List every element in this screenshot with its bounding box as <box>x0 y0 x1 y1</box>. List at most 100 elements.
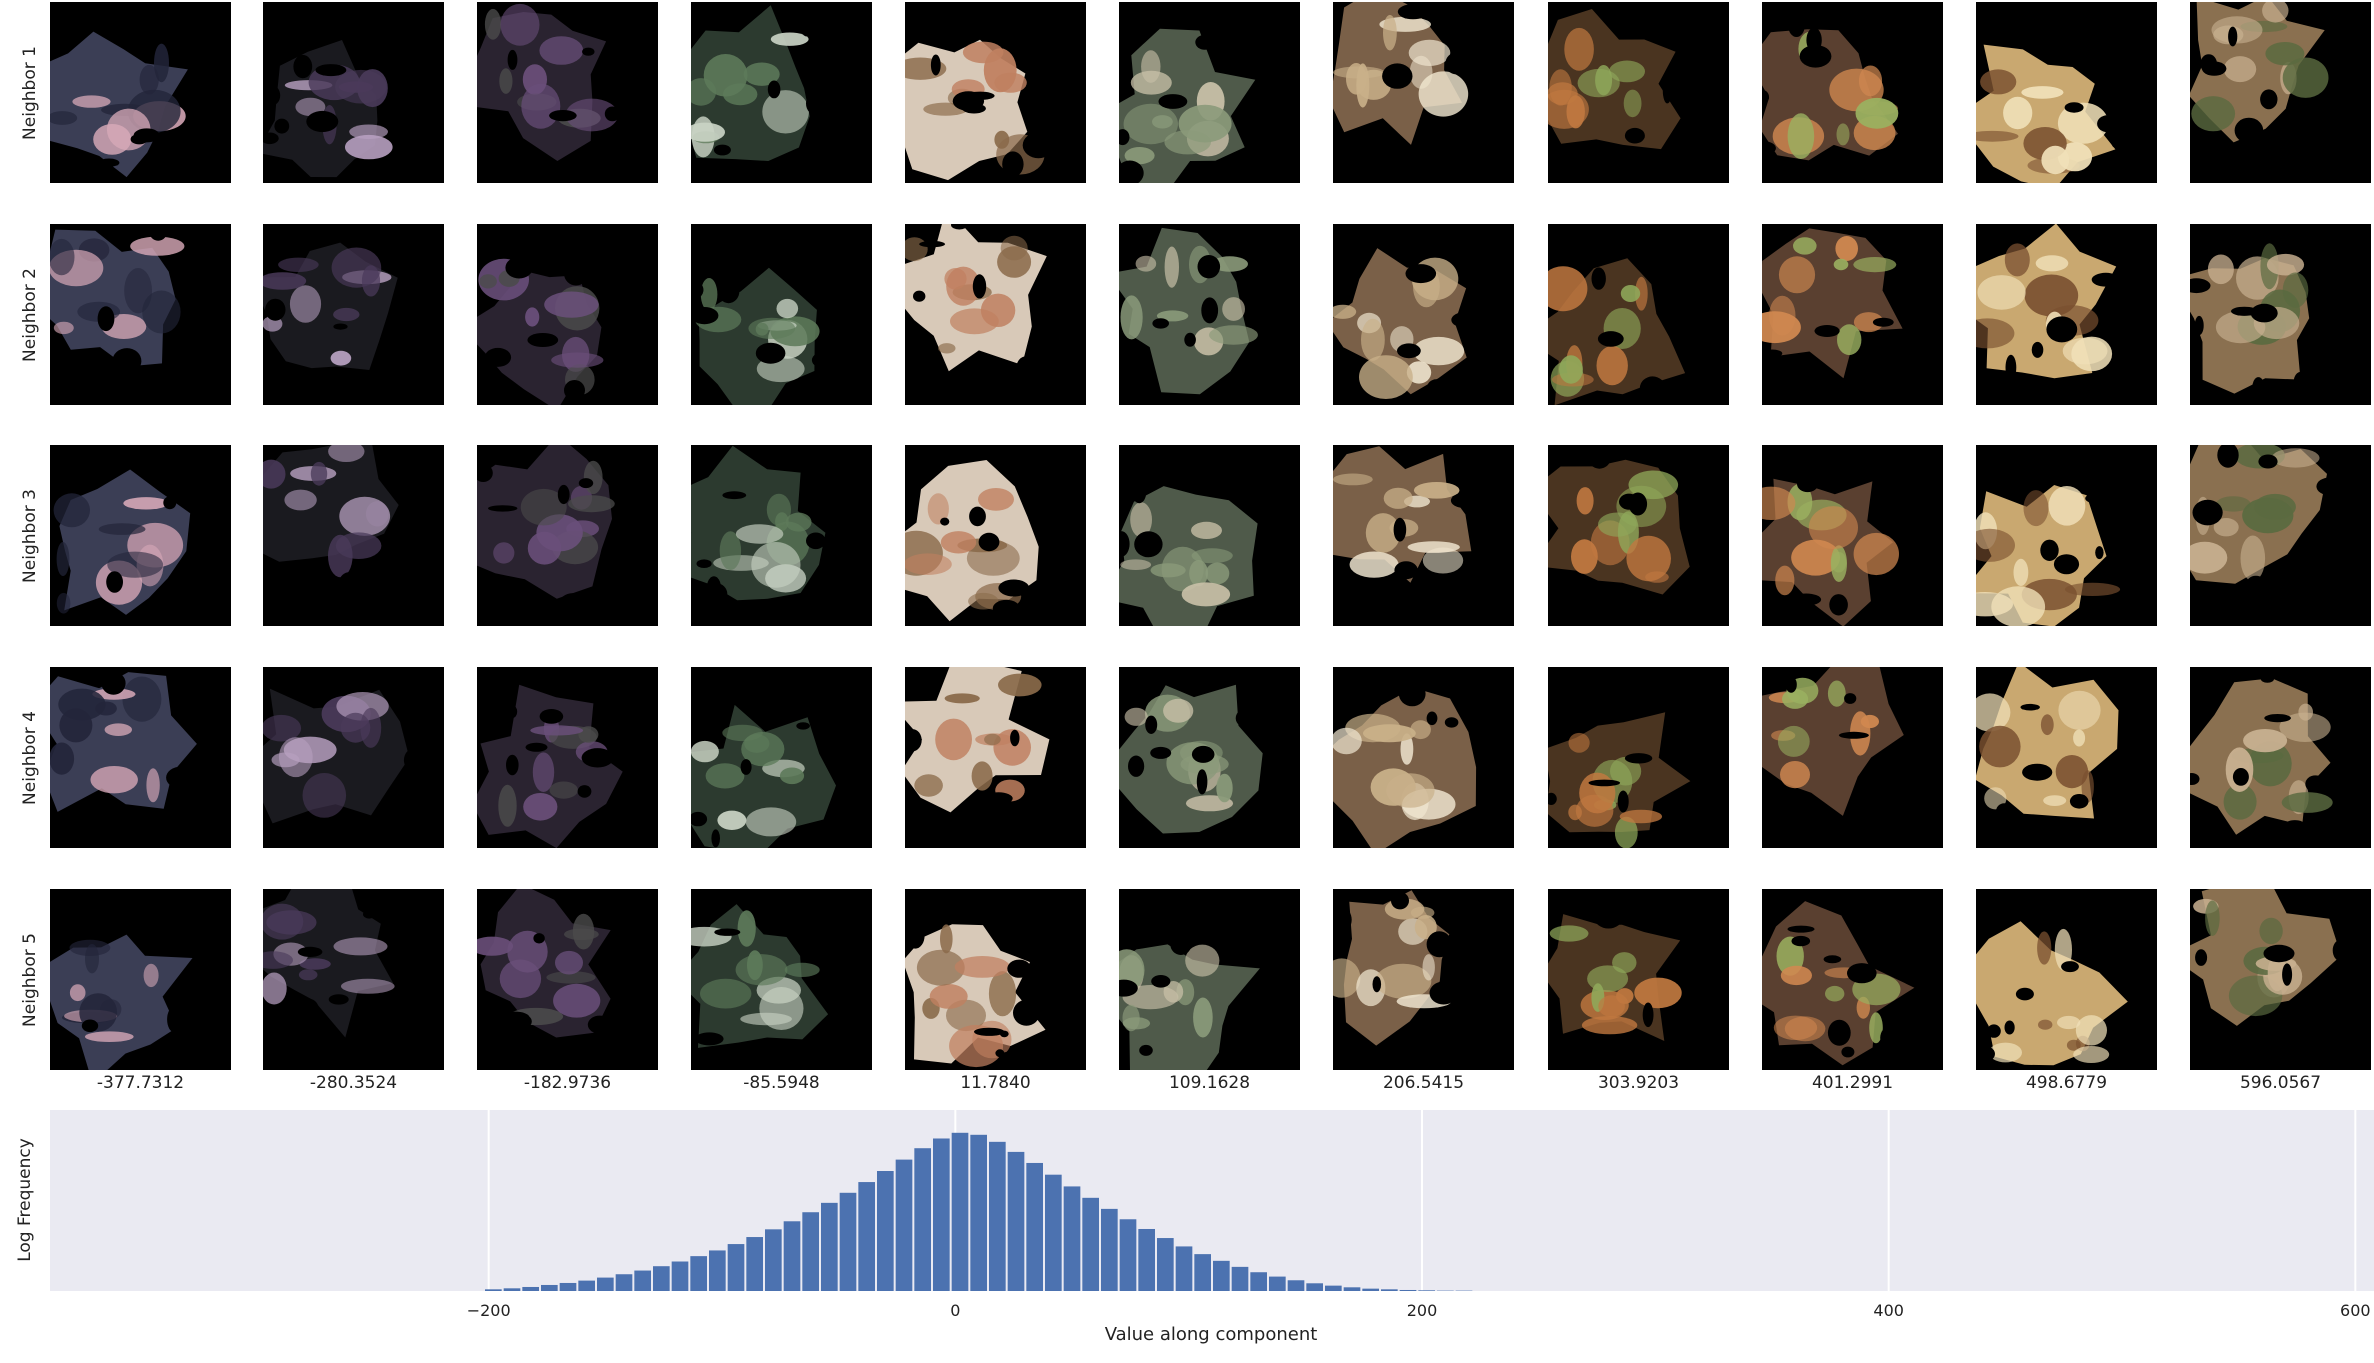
thumbnail-texture <box>1825 985 1845 1002</box>
thumbnail-texture <box>1549 925 1589 942</box>
thumbnail-texture <box>484 8 502 40</box>
thumbnail-image <box>1976 224 2140 380</box>
thumbnail-image <box>50 224 227 405</box>
thumbnail-mask-gap <box>2260 674 2275 683</box>
thumbnail-mask-gap <box>1976 1044 1995 1064</box>
thumbnail-image <box>1762 667 1929 832</box>
thumbnail-mask-gap <box>106 571 123 593</box>
thumbnail-texture <box>2043 795 2067 806</box>
neighbor-thumbnail <box>2190 224 2371 405</box>
thumbnail-mask-gap <box>339 572 361 593</box>
thumbnail-texture <box>1835 236 1858 261</box>
thumbnail-mask-gap <box>643 762 656 779</box>
neighbor-thumbnail <box>263 889 444 1070</box>
thumbnail-mask-gap <box>1548 889 1578 904</box>
thumbnail-mask-gap <box>1426 711 1438 726</box>
thumbnail-image <box>691 667 872 848</box>
thumbnail-texture <box>544 291 599 318</box>
thumbnail-mask-gap <box>604 106 620 122</box>
neighbor-thumbnail <box>50 2 231 183</box>
thumbnail-mask-gap <box>1935 346 1943 355</box>
thumbnail-mask-gap <box>1394 561 1418 580</box>
thumbnail-texture <box>2035 255 2069 272</box>
thumbnail-texture <box>1598 512 1637 537</box>
thumbnail-mask-gap <box>197 727 219 736</box>
thumbnail-texture <box>2262 2 2289 23</box>
thumbnail-image <box>905 224 1060 380</box>
thumbnail-image <box>1119 684 1266 834</box>
thumbnail-texture <box>1577 68 1620 98</box>
thumbnail-image <box>263 445 444 595</box>
thumbnail-texture <box>2004 243 2030 277</box>
thumbnail-mask-gap <box>2110 126 2119 148</box>
neighbor-thumbnail <box>2190 889 2371 1070</box>
thumbnail-image <box>477 889 650 1070</box>
thumbnail-texture <box>2058 690 2101 730</box>
thumbnail-mask-gap <box>1469 570 1482 581</box>
thumbnail-mask-gap <box>2336 994 2368 1012</box>
thumbnail-texture <box>2055 755 2089 789</box>
thumbnail-mask-gap <box>428 309 444 325</box>
thumbnail-texture <box>2040 714 2054 736</box>
thumbnail-texture <box>2013 558 2029 586</box>
thumbnail-mask-gap <box>2031 341 2044 358</box>
histogram-bar <box>1063 1186 1081 1291</box>
thumbnail-mask-gap <box>995 459 1012 467</box>
thumbnail-mask-gap <box>2004 1020 2015 1035</box>
thumbnail-texture <box>988 971 1017 1017</box>
thumbnail-mask-gap <box>1595 166 1625 175</box>
thumbnail-mask-gap <box>1150 746 1172 759</box>
thumbnail-mask-gap <box>1827 1019 1851 1046</box>
thumbnail-texture <box>328 445 365 462</box>
thumbnail-texture <box>1406 361 1432 384</box>
x-axis-label: Value along component <box>1105 1324 1318 1345</box>
thumbnail-texture <box>1782 689 1809 709</box>
thumbnail-texture <box>1831 551 1847 573</box>
thumbnail-mask-gap <box>166 766 197 789</box>
thumbnail-texture <box>740 1012 792 1026</box>
thumbnail-texture <box>762 90 809 134</box>
thumbnail-texture <box>2243 729 2288 753</box>
histogram-bar <box>1026 1162 1043 1291</box>
thumbnail-mask-gap <box>274 118 290 134</box>
neighbor-thumbnail <box>691 445 872 626</box>
thumbnail-mask-gap <box>1847 963 1877 984</box>
thumbnail-image <box>905 922 1046 1068</box>
thumbnail-texture <box>310 461 328 486</box>
thumbnail-texture <box>2215 311 2266 344</box>
thumbnail-mask-gap <box>1428 147 1443 168</box>
thumbnail-mask-gap <box>2228 26 2238 47</box>
thumbnail-mask-gap <box>328 994 349 1005</box>
thumbnail-mask-gap <box>101 671 126 695</box>
thumbnail-mask-gap <box>978 532 1000 552</box>
histogram-bar <box>1231 1266 1249 1291</box>
thumbnail-mask-gap <box>1010 729 1020 747</box>
thumbnail-mask-gap <box>202 542 212 560</box>
histogram-bar <box>858 1182 875 1291</box>
thumbnail-texture <box>954 956 1010 978</box>
histogram-bar <box>1175 1246 1193 1291</box>
thumbnail-mask-gap <box>2072 667 2098 676</box>
thumbnail-texture <box>717 810 747 830</box>
thumbnail-mask-gap <box>1445 52 1467 75</box>
thumbnail-mask-gap <box>1158 94 1188 109</box>
thumbnail-mask-gap <box>1119 168 1136 183</box>
thumbnail-texture <box>1780 965 1812 986</box>
thumbnail-texture <box>905 553 952 575</box>
histogram-bar <box>1287 1280 1305 1291</box>
thumbnail-texture <box>1853 257 1897 273</box>
thumbnail-mask-gap <box>755 342 786 364</box>
thumbnail-mask-gap <box>2091 272 2120 287</box>
thumbnail-texture <box>1365 513 1401 553</box>
neighbor-thumbnail <box>1976 889 2157 1070</box>
neighbor-thumbnail <box>691 2 872 183</box>
histogram-bar <box>1213 1260 1230 1291</box>
thumbnail-mask-gap <box>148 224 168 241</box>
thumbnail-texture <box>2191 96 2236 132</box>
thumbnail-texture <box>98 523 146 535</box>
thumbnail-image <box>2190 674 2367 835</box>
thumbnail-mask-gap <box>693 446 703 455</box>
thumbnail-texture <box>477 936 514 956</box>
thumbnail-texture <box>299 958 331 970</box>
thumbnail-mask-gap <box>1145 715 1158 734</box>
